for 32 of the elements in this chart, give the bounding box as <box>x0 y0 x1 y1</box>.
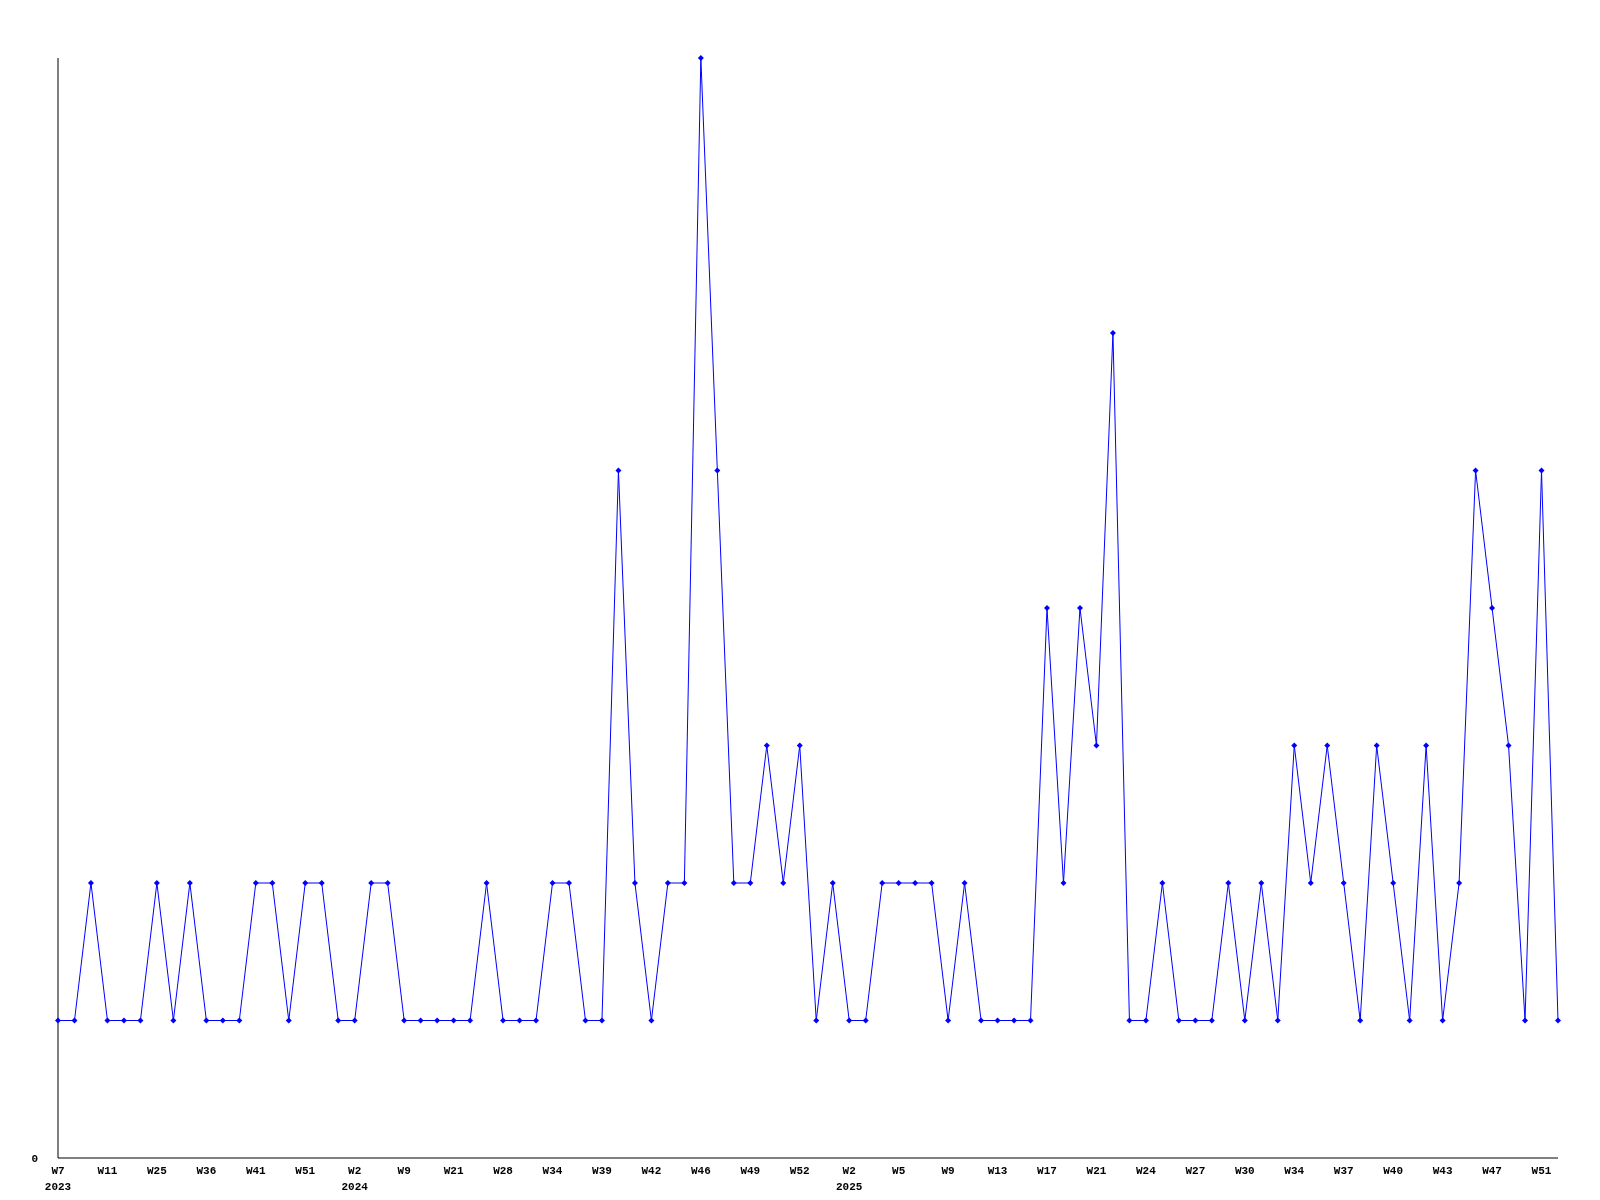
text: 0 <box>31 1152 38 1165</box>
x-tick-label: W9 <box>397 1165 411 1177</box>
x-tick-label: W36 <box>196 1165 217 1177</box>
x-tick-label: W37 <box>1333 1165 1354 1177</box>
x-tick-label: W51 <box>295 1165 316 1177</box>
x-tick-label: W52 <box>789 1165 810 1177</box>
x-tick-label: W2 2024 <box>341 1165 369 1193</box>
x-tick-label: W42 <box>641 1165 662 1177</box>
x-tick-label: W21 <box>1086 1165 1107 1177</box>
x-tick-label: W49 <box>740 1165 761 1177</box>
x-tick-label: W7 2023 <box>44 1165 72 1193</box>
x-tick-label: W34 <box>542 1165 563 1177</box>
x-tick-label: W39 <box>592 1165 612 1177</box>
x-tick-label: W2 2025 <box>836 1165 863 1193</box>
x-tick-label: W30 <box>1234 1165 1255 1177</box>
x-tick-label: W51 <box>1531 1165 1552 1177</box>
x-tick-label: W47 <box>1482 1165 1502 1177</box>
x-tick-label: W5 <box>892 1165 906 1177</box>
x-tick-label: W34 <box>1284 1165 1305 1177</box>
x-tick-label: W41 <box>245 1165 267 1177</box>
x-tick-label: W46 <box>690 1165 711 1177</box>
x-tick-label: W28 <box>493 1165 514 1177</box>
x-tick-label: W40 <box>1383 1165 1404 1177</box>
x-tick-label: W27 <box>1185 1165 1206 1177</box>
x-tick-label: W21 <box>443 1165 464 1177</box>
x-tick-label: W17 <box>1037 1165 1057 1177</box>
x-tick-label: W11 <box>97 1165 118 1177</box>
x-tick-label: W25 <box>146 1165 168 1177</box>
x-tick-label: W13 <box>987 1165 1008 1177</box>
x-tick-label: W9 <box>941 1165 955 1177</box>
x-tick-label: W43 <box>1432 1165 1453 1177</box>
x-tick-label: W24 <box>1136 1165 1157 1177</box>
